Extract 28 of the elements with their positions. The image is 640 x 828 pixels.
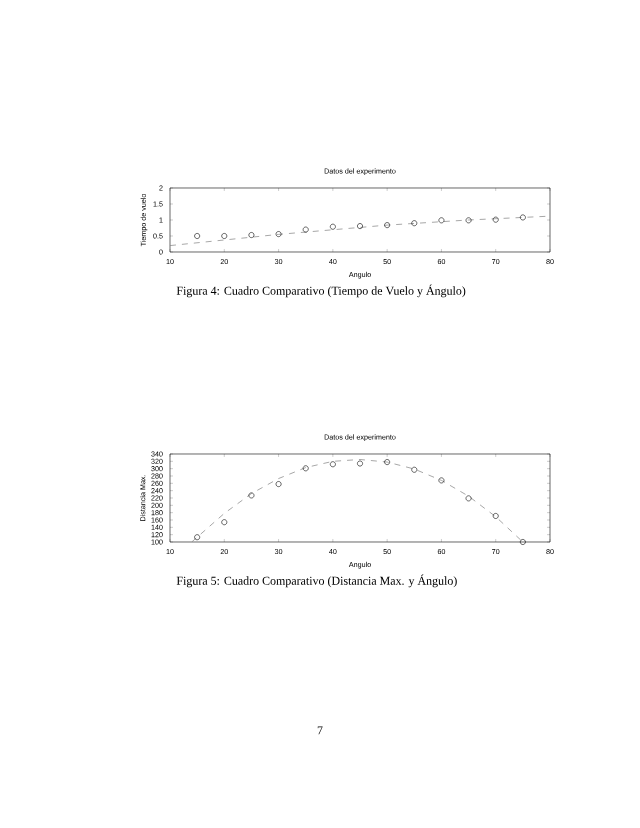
line-series	[170, 215, 551, 246]
point	[492, 216, 499, 223]
point	[329, 461, 336, 468]
point	[302, 226, 309, 233]
point	[302, 465, 309, 472]
point	[275, 231, 282, 237]
point	[519, 214, 526, 221]
point	[438, 217, 445, 224]
point	[519, 539, 526, 545]
point	[221, 519, 228, 526]
point	[357, 223, 363, 229]
point	[492, 513, 499, 519]
point	[194, 534, 201, 541]
point	[411, 466, 418, 473]
point	[438, 477, 445, 484]
point	[275, 481, 282, 487]
point	[465, 217, 472, 224]
point	[384, 459, 391, 465]
point	[465, 495, 472, 502]
line-series	[191, 459, 524, 542]
point	[221, 233, 228, 239]
point	[248, 232, 255, 238]
point	[329, 223, 336, 230]
point	[357, 460, 363, 467]
point	[194, 233, 201, 239]
point	[248, 492, 255, 499]
point	[384, 222, 391, 229]
point	[411, 220, 418, 227]
